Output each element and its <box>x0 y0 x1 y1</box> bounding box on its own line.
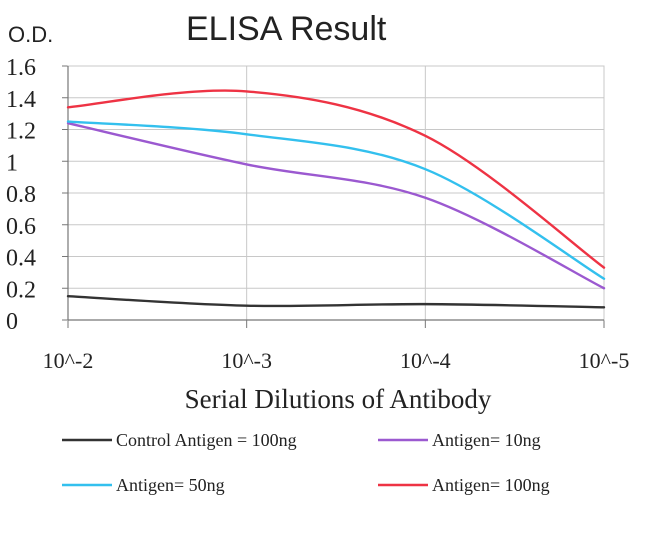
legend-item-control-antigen-100ng: Control Antigen = 100ng <box>62 430 297 450</box>
y-tick-label: 1.4 <box>6 87 36 113</box>
x-tick-label: 10^-4 <box>400 348 451 373</box>
legend-item-antigen-10ng: Antigen= 10ng <box>378 430 541 450</box>
legend-label: Antigen= 10ng <box>432 430 541 450</box>
legend-item-antigen-100ng: Antigen= 100ng <box>378 475 550 495</box>
legend-label: Control Antigen = 100ng <box>116 430 297 450</box>
y-axis-label: O.D. <box>8 22 53 47</box>
x-tick-label: 10^-5 <box>579 348 630 373</box>
legend-label: Antigen= 100ng <box>432 475 550 495</box>
x-tick-label: 10^-3 <box>221 348 272 373</box>
y-tick-label: 0.2 <box>6 277 36 303</box>
y-tick-label: 1.2 <box>6 119 36 145</box>
x-axis-label: Serial Dilutions of Antibody <box>185 384 492 414</box>
chart-title: ELISA Result <box>186 10 387 48</box>
legend: Control Antigen = 100ng Antigen= 10ng Anti… <box>62 430 550 495</box>
legend-label: Antigen= 50ng <box>116 475 225 495</box>
x-tick-label: 10^-2 <box>43 348 94 373</box>
y-tick-label: 0 <box>6 309 18 335</box>
legend-item-antigen-50ng: Antigen= 50ng <box>62 475 225 495</box>
y-tick-label: 0.4 <box>6 246 36 272</box>
series-line-antigen-50ng <box>66 120 606 280</box>
y-tick-label: 0.6 <box>6 214 36 240</box>
series-line-antigen-10ng <box>66 121 606 290</box>
series-line-antigen-100ng <box>66 89 606 269</box>
plot-area: 0 0.2 0.4 0.6 0.8 1 1.2 1.4 1.6 10^-2 10^-3 10^-4 10… <box>6 55 629 373</box>
y-tick-label: 0.8 <box>6 182 36 208</box>
series-line-control-antigen-100ng <box>66 294 606 309</box>
y-tick-label: 1 <box>6 150 18 176</box>
y-tick-label: 1.6 <box>6 55 36 81</box>
